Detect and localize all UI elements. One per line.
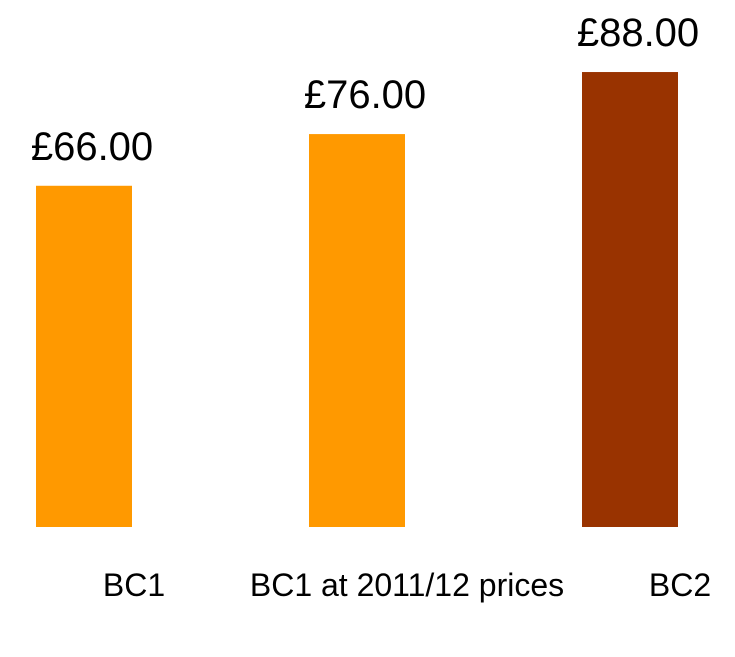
category-label: BC1 at 2011/12 prices	[249, 567, 565, 603]
bar	[36, 185, 132, 527]
bar	[582, 72, 678, 527]
bar	[309, 134, 405, 527]
category-label: BC2	[648, 567, 712, 603]
value-label: £76.00	[304, 73, 426, 117]
value-label: £66.00	[31, 125, 153, 169]
value-label: £88.00	[577, 11, 699, 55]
category-label: BC1	[102, 567, 166, 603]
